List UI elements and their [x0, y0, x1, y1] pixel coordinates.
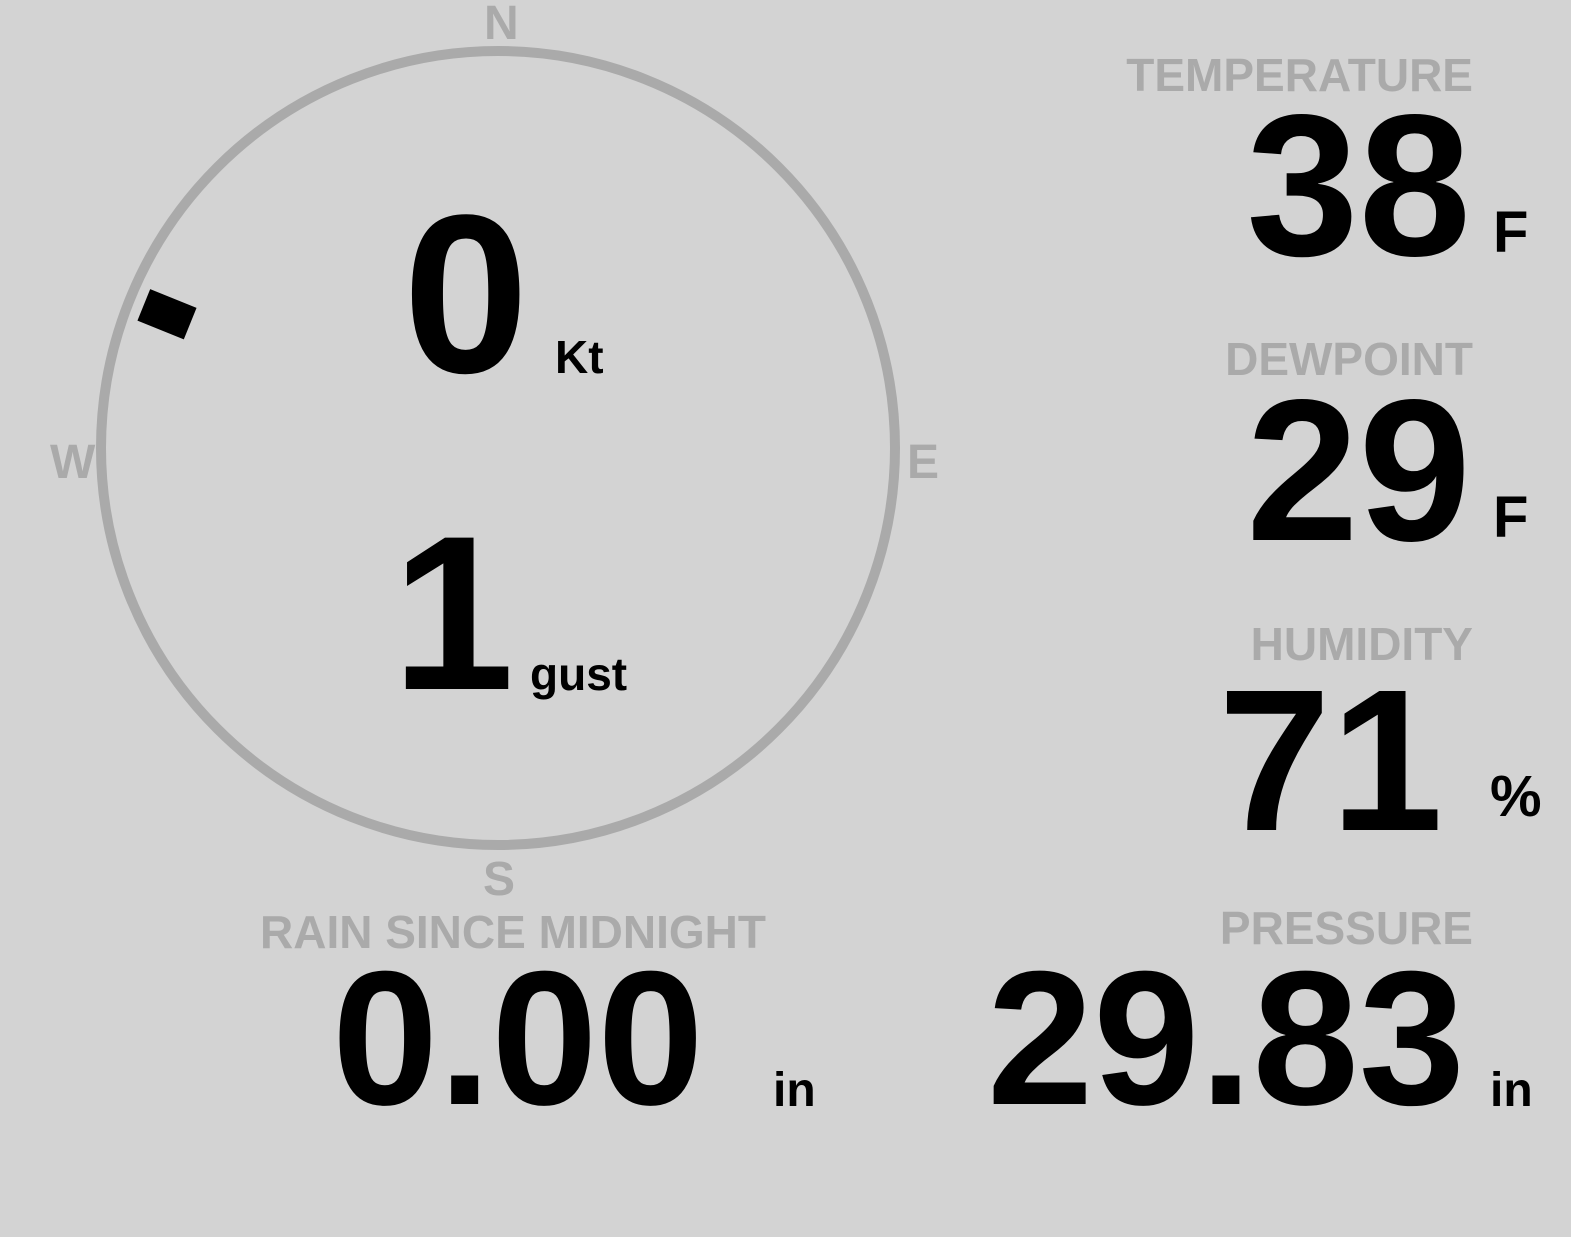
wind-gust-value: 1 [392, 490, 515, 736]
wind-speed-value: 0 [403, 167, 529, 420]
dewpoint-label: DEWPOINT [1225, 333, 1473, 385]
dewpoint-value: 29 [1246, 357, 1471, 583]
humidity-value: 71 [1218, 647, 1443, 873]
temperature-label: TEMPERATURE [1126, 49, 1473, 101]
pressure-unit: in [1490, 1064, 1533, 1117]
dewpoint-unit: F [1493, 485, 1529, 550]
compass-west: W [50, 436, 96, 489]
rain-unit: in [773, 1064, 816, 1117]
pressure-value: 29.83 [987, 932, 1465, 1145]
wind-gust-label: gust [530, 648, 628, 700]
rain-value: 0.00 [332, 932, 704, 1145]
wind-speed-unit: Kt [555, 331, 604, 383]
pressure-label: PRESSURE [1219, 902, 1473, 954]
humidity-unit: % [1490, 764, 1542, 829]
wind-direction-marker [137, 289, 197, 340]
temperature-value: 38 [1246, 72, 1471, 298]
rain-label: RAIN SINCE MIDNIGHT [260, 906, 766, 958]
compass-east: E [907, 436, 940, 489]
compass-south: S [483, 853, 516, 906]
humidity-label: HUMIDITY [1250, 618, 1473, 670]
compass-north: N [484, 0, 519, 50]
compass-ring [96, 46, 900, 850]
temperature-unit: F [1493, 200, 1529, 265]
